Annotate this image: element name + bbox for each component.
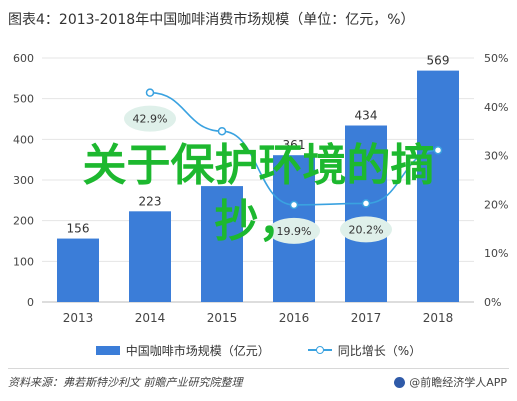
legend-item-line: 同比增长（%） [307, 342, 422, 359]
bar [129, 211, 171, 302]
source-note: 资料来源：弗若斯特沙利文 前瞻产业研究院整理 [8, 376, 243, 389]
chart-title: 图表4：2013-2018年中国咖啡消费市场规模（单位：亿元，%） [8, 12, 415, 28]
x-tick-label: 2014 [135, 311, 166, 325]
line-point [217, 126, 227, 136]
left-tick-label: 200 [13, 215, 34, 228]
left-tick-label: 500 [13, 93, 34, 106]
left-tick-label: 600 [13, 52, 34, 65]
line-swatch-icon [307, 345, 332, 355]
bar [57, 238, 99, 302]
footer-divider [8, 368, 509, 369]
line-point [361, 199, 371, 208]
bar-value-label: 156 [67, 222, 90, 236]
x-tick-label: 2016 [279, 311, 310, 325]
bar-value-label: 434 [355, 109, 378, 123]
right-tick-label: 30% [484, 150, 508, 163]
left-tick-label: 300 [13, 174, 34, 187]
right-tick-label: 50% [484, 52, 508, 65]
line-label-bubble [268, 217, 320, 244]
bar-series: 156 223 361 434 569 [57, 54, 459, 303]
overlay-caption: 关于保护环境的摘 抄， [0, 138, 517, 250]
brand-credit: @前瞻经济学人APP [394, 374, 507, 390]
right-axis-ticks: 0% 10% 20% 30% 40% 50% [484, 52, 508, 309]
legend-item-bar: 中国咖啡市场规模（亿元） [95, 342, 270, 359]
brand-text: @前瞻经济学人APP [409, 376, 507, 389]
bar-value-label: 361 [283, 138, 306, 152]
left-tick-label: 0 [27, 296, 34, 309]
bar-swatch-icon [95, 345, 120, 355]
left-tick-label: 100 [13, 255, 34, 268]
x-tick-label: 2013 [63, 311, 94, 325]
line-value-label: 42.9% [133, 113, 168, 126]
grid-lines [42, 57, 474, 303]
brand-logo-icon [394, 376, 406, 388]
line-point [289, 200, 299, 210]
bar [417, 70, 459, 303]
line-value-label: 19.9% [277, 225, 312, 238]
line-series: 42.9% 19.9% 20.2% [124, 88, 443, 244]
chart-plot: 0 100 200 300 400 500 600 0% 10% 20% 30% 40% 50% 15… [13, 52, 508, 325]
legend-label-bar: 中国咖啡市场规模（亿元） [125, 343, 270, 358]
legend-label-line: 同比增长（%） [337, 343, 422, 358]
overlay-line-2: 抄， [214, 196, 303, 247]
overlay-line-1: 关于保护环境的摘 [82, 140, 435, 191]
left-tick-label: 400 [13, 133, 34, 146]
line-label-bubble [124, 105, 176, 132]
bar [345, 125, 387, 302]
line-label-bubble [340, 216, 392, 243]
x-tick-label: 2018 [423, 311, 454, 325]
bar [201, 186, 243, 302]
right-tick-label: 0% [484, 296, 501, 309]
legend: 中国咖啡市场规模（亿元） 同比增长（%） [0, 340, 517, 360]
line-point [433, 145, 443, 155]
right-tick-label: 40% [484, 101, 508, 114]
right-tick-label: 20% [484, 198, 508, 211]
bar-value-label: 569 [427, 54, 450, 68]
x-axis-ticks: 2013 2014 2015 2016 2017 2018 [63, 311, 454, 325]
bar-value-label: 223 [139, 194, 162, 208]
x-tick-label: 2015 [207, 311, 238, 325]
line-value-label: 20.2% [349, 223, 384, 236]
x-tick-label: 2017 [351, 311, 382, 325]
line-point [145, 88, 155, 97]
left-axis-ticks: 0 100 200 300 400 500 600 [13, 52, 34, 309]
right-tick-label: 10% [484, 247, 508, 260]
